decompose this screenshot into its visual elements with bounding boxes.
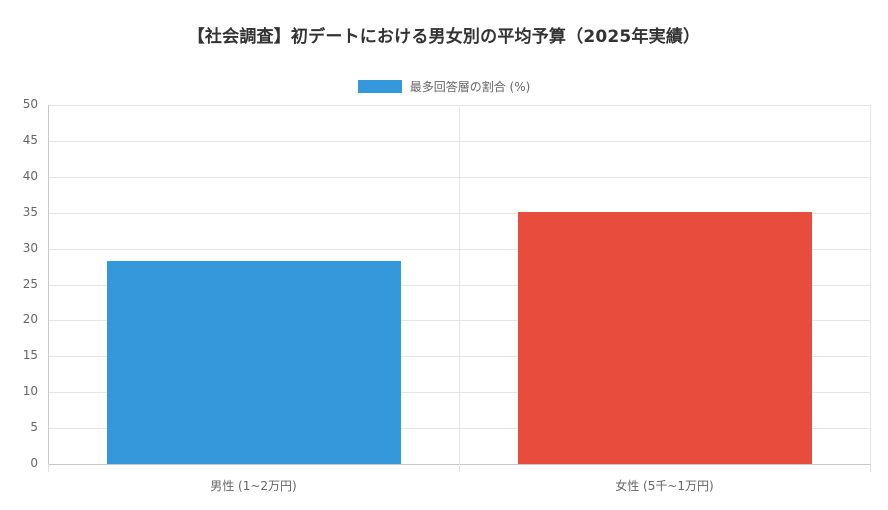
y-tick-label: 35: [22, 204, 38, 219]
bar-female[interactable]: [517, 211, 812, 464]
legend[interactable]: 最多回答層の割合 (%): [0, 78, 888, 95]
y-tick-label: 10: [22, 384, 38, 399]
y-tick-label: 45: [22, 132, 38, 147]
y-tick-label: 30: [22, 240, 38, 255]
vertical-gridline: [870, 105, 871, 464]
y-tick-label: 15: [22, 348, 38, 363]
x-tick-mark: [870, 464, 871, 472]
plot-area: [48, 105, 871, 472]
legend-swatch: [357, 80, 402, 93]
bar-male[interactable]: [106, 260, 401, 464]
y-tick-label: 5: [30, 420, 38, 435]
x-tick-label: 男性 (1~2万円): [210, 479, 297, 493]
x-tick-mark: [459, 464, 460, 472]
y-tick-label: 25: [22, 276, 38, 291]
legend-label: 最多回答層の割合 (%): [409, 80, 531, 94]
y-tick-label: 0: [30, 456, 38, 470]
y-tick-label: 20: [22, 312, 38, 327]
x-tick-label: 女性 (5千~1万円): [615, 479, 714, 493]
y-axis-line: [48, 105, 49, 464]
chart-title: 【社会調査】初デートにおける男女別の平均予算（2025年実績）: [187, 27, 701, 47]
y-tick-label: 50: [22, 97, 38, 111]
vertical-gridline: [459, 105, 460, 464]
x-tick-mark: [48, 464, 49, 472]
y-tick-label: 40: [22, 168, 38, 183]
